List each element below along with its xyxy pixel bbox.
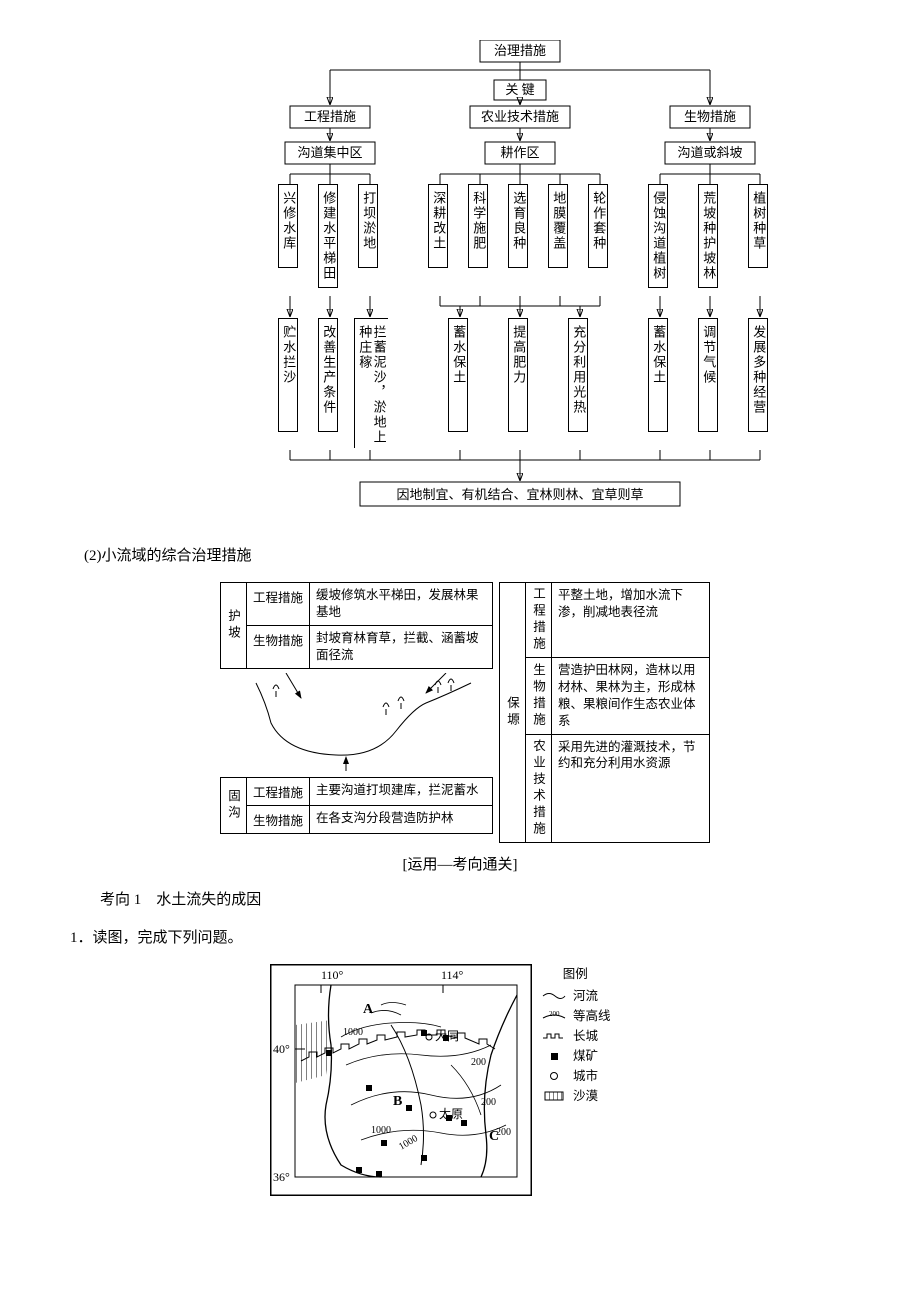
topic-line: 考向 1 水土流失的成因 xyxy=(100,888,860,912)
d2-left-g0-r0v: 缓坡修筑水平梯田，发展林果基地 xyxy=(310,583,493,626)
d3-leg3: 煤矿 xyxy=(573,1046,598,1066)
d3-C: C xyxy=(489,1129,499,1144)
d3-lat0: 40° xyxy=(273,1042,290,1056)
d2-right-r0k: 工程措施 xyxy=(526,583,552,658)
d1-b2-i0: 侵蚀沟道植树 xyxy=(648,184,668,288)
d1-bottom: 因地制宜、有机结合、宜林则林、宜草则草 xyxy=(396,487,643,502)
d1-b1-e2: 充分利用光热 xyxy=(568,318,588,432)
contour-icon: 200 xyxy=(540,1010,568,1022)
d2-left-g0: 护坡 xyxy=(221,583,247,669)
d1-b2-i1: 荒坡种护坡林 xyxy=(698,184,718,288)
d1-b0-e1: 改善生产条件 xyxy=(318,318,338,432)
city-icon xyxy=(540,1070,568,1082)
d1-b2-i2: 植树种草 xyxy=(748,184,768,268)
d2-right-r1v: 营造护田林网，造林以用材林、果林为主，形成林粮、果粮间作生态农业体系 xyxy=(552,658,710,735)
d3-city0: 大同 xyxy=(435,1029,459,1043)
d1-b2-area: 沟道或斜坡 xyxy=(677,145,742,160)
d3-legend-title: 图例 xyxy=(540,964,611,984)
d2-right-r2v: 采用先进的灌溉技术，节约和充分利用水资源 xyxy=(552,734,710,842)
d2-left-g0-r0k: 工程措施 xyxy=(247,583,310,626)
d2-left-g0-r1k: 生物措施 xyxy=(247,625,310,668)
d2-left-g2-r0v: 主要沟道打坝建库，拦泥蓄水 xyxy=(310,777,493,805)
d3-c1: 1000 xyxy=(371,1125,391,1136)
d1-b2-name: 生物措施 xyxy=(684,109,736,124)
d1-b0-name: 工程措施 xyxy=(304,109,356,124)
d3-leg4: 城市 xyxy=(573,1066,598,1086)
svg-text:200: 200 xyxy=(549,1010,560,1018)
d3-c0: 1000 xyxy=(343,1027,363,1038)
d2-right-group: 保塬 xyxy=(500,583,526,843)
d2-left-table: 护坡 工程措施 缓坡修筑水平梯田，发展林果基地 生物措施 封坡育林育草，拦截、涵… xyxy=(220,582,493,669)
d2-left-g2: 固沟 xyxy=(221,777,247,833)
d1-b2-e0: 蓄水保土 xyxy=(648,318,668,432)
d3-leg0: 河流 xyxy=(573,986,598,1006)
d2-left-g2-r0k: 工程措施 xyxy=(247,777,310,805)
d1-b0-area: 沟道集中区 xyxy=(297,145,362,160)
d1-b1-e1: 提高肥力 xyxy=(508,318,528,432)
d2-right-r0v: 平整土地，增加水流下渗，削减地表径流 xyxy=(552,583,710,658)
d1-b1-i1: 科学施肥 xyxy=(468,184,488,268)
d2-sketch xyxy=(246,673,481,773)
d2-right-r2k: 农业技术措施 xyxy=(526,734,552,842)
d2-right-table: 保塬 工程措施 平整土地，增加水流下渗，削减地表径流 生物措施 营造护田林网，造… xyxy=(499,582,710,843)
d1-b2-e1: 调节气候 xyxy=(698,318,718,432)
d2-left-g2-r1k: 生物措施 xyxy=(247,805,310,833)
diagram2-wrap: 护坡 工程措施 缓坡修筑水平梯田，发展林果基地 生物措施 封坡育林育草，拦截、涵… xyxy=(220,582,860,843)
d1-b0-i1: 修建水平梯田 xyxy=(318,184,338,288)
d1-b0-i0: 兴修水库 xyxy=(278,184,298,268)
d3-lon1: 114° xyxy=(441,968,464,982)
d3-c5: 200 xyxy=(481,1097,496,1108)
diagram3-wrap: 110° 114° 40° 36° xyxy=(270,964,860,1196)
d1-b1-e0: 蓄水保土 xyxy=(448,318,468,432)
d1-b0-i2: 打坝淤地 xyxy=(358,184,378,268)
diagram1-flowchart: 治理措施 关 键 工程措施 农业技术措施 生物措施 沟道集中区 耕作区 沟道或斜… xyxy=(260,40,780,530)
wall-icon xyxy=(540,1030,568,1042)
coal-icon xyxy=(540,1050,568,1062)
d3-lat1: 36° xyxy=(273,1170,290,1184)
d2-left-g0-r1v: 封坡育林育草，拦截、涵蓄坡面径流 xyxy=(310,625,493,668)
d1-b1-i2: 选育良种 xyxy=(508,184,528,268)
d3-city1: 太原 xyxy=(439,1106,463,1121)
section2-title: (2)小流域的综合治理措施 xyxy=(84,544,860,568)
d1-b0-e2: 拦蓄泥沙，淤地上种庄稼 xyxy=(354,318,388,448)
d2-left-g2-r1v: 在各支沟分段营造防护林 xyxy=(310,805,493,833)
d1-key: 关 键 xyxy=(505,82,534,97)
desert-icon xyxy=(540,1090,568,1102)
d1-b1-i0: 深耕改土 xyxy=(428,184,448,268)
d3-A: A xyxy=(363,1002,374,1017)
d3-c4: 1000 xyxy=(397,1133,420,1153)
d3-c2: 200 xyxy=(471,1057,486,1068)
q-line: 1．读图，完成下列问题。 xyxy=(70,926,860,950)
d1-b2-e2: 发展多种经营 xyxy=(748,318,768,432)
d1-b0-e0: 贮水拦沙 xyxy=(278,318,298,432)
d1-b1-area: 耕作区 xyxy=(500,145,539,160)
d3-legend: 图例 河流 200 等高线 长城 煤矿 城市 沙漠 xyxy=(540,964,611,1106)
d1-b1-i3: 地膜覆盖 xyxy=(548,184,568,268)
d3-map: 110° 114° 40° 36° xyxy=(270,964,532,1196)
d2-left-table2: 固沟 工程措施 主要沟道打坝建库，拦泥蓄水 生物措施 在各支沟分段营造防护林 xyxy=(220,777,493,834)
d2-right-r1k: 生物措施 xyxy=(526,658,552,735)
d1-b1-name: 农业技术措施 xyxy=(481,109,559,124)
mid-caption: [运用—考向通关] xyxy=(60,853,860,874)
d1-b1-i4: 轮作套种 xyxy=(588,184,608,268)
d1-root: 治理措施 xyxy=(494,43,546,58)
river-icon xyxy=(540,990,568,1002)
d3-B: B xyxy=(393,1094,402,1109)
d3-leg1: 等高线 xyxy=(573,1006,611,1026)
d3-leg5: 沙漠 xyxy=(573,1086,598,1106)
d3-leg2: 长城 xyxy=(573,1026,598,1046)
d3-lon0: 110° xyxy=(321,968,344,982)
